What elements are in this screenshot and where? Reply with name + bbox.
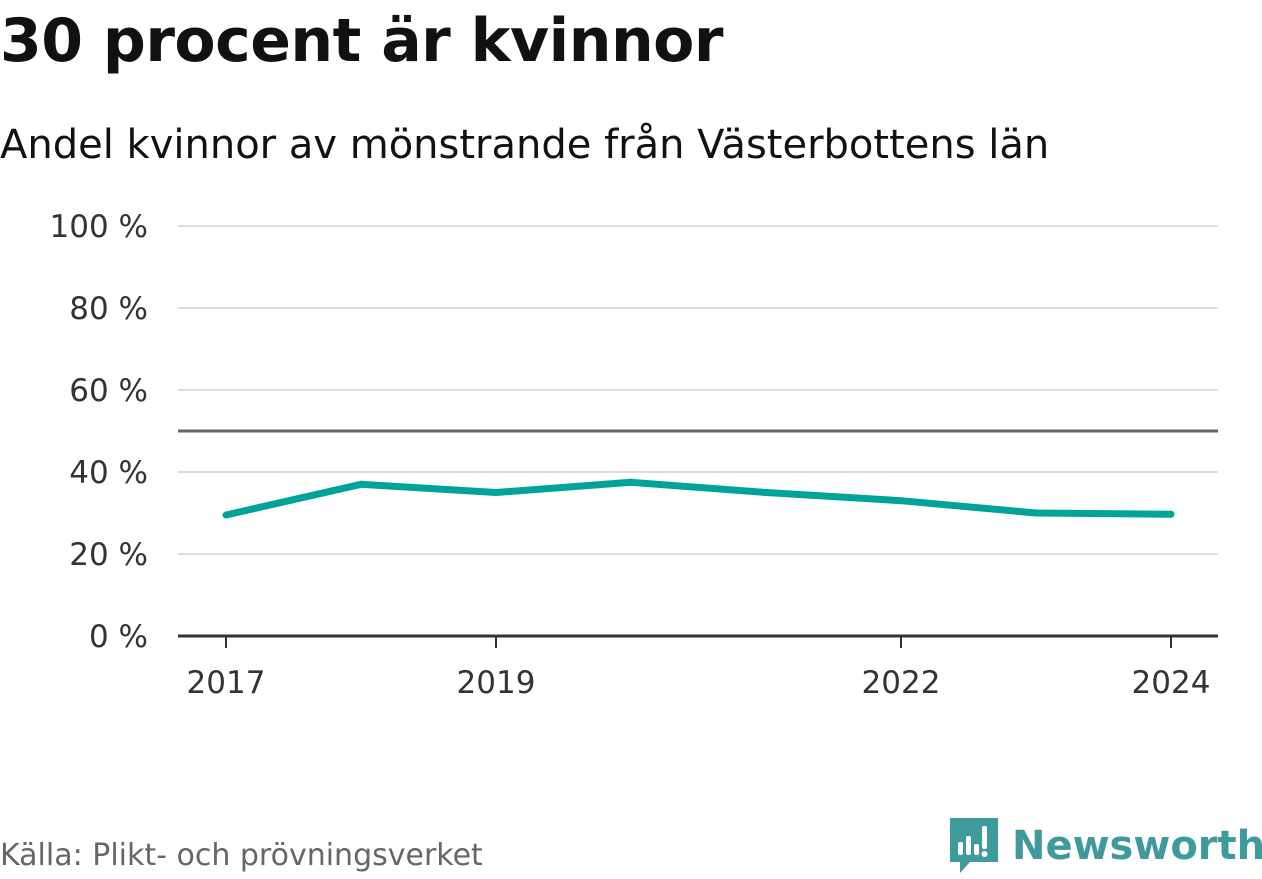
y-tick-label: 20 % bbox=[69, 537, 148, 573]
y-tick-label: 80 % bbox=[69, 291, 148, 327]
data-point bbox=[627, 478, 635, 486]
y-tick-label: 60 % bbox=[69, 373, 148, 409]
brand-name: Newsworthy bbox=[1012, 823, 1262, 869]
y-tick-label: 100 % bbox=[50, 209, 148, 245]
chart-title: 30 procent är kvinnor bbox=[0, 6, 723, 76]
grid-lines bbox=[178, 225, 1218, 555]
series-line bbox=[225, 478, 1172, 519]
x-ticks: 2017 2019 2022 2024 bbox=[187, 636, 1211, 701]
chart-subtitle: Andel kvinnor av mönstrande från Västerb… bbox=[0, 122, 1050, 168]
data-point bbox=[897, 497, 905, 505]
x-tick-label: 2022 bbox=[862, 665, 941, 701]
brand-logo: Newsworthy bbox=[950, 818, 1262, 874]
y-tick-label: 0 % bbox=[89, 619, 148, 655]
x-tick-label: 2024 bbox=[1132, 665, 1211, 701]
data-point bbox=[1167, 510, 1175, 518]
data-point bbox=[357, 480, 365, 488]
source-note: Källa: Plikt- och prövningsverket bbox=[0, 838, 483, 873]
line-chart: 0 % 20 % 40 % 60 % 80 % 100 % 2017 2019 2022 202… bbox=[50, 209, 1218, 701]
x-tick-label: 2019 bbox=[457, 665, 536, 701]
data-point bbox=[762, 489, 770, 496]
y-tick-labels: 0 % 20 % 40 % 60 % 80 % 100 % bbox=[50, 209, 148, 655]
y-tick-label: 40 % bbox=[69, 455, 148, 491]
data-point bbox=[492, 489, 500, 496]
series-layer bbox=[222, 478, 1175, 519]
x-tick-label: 2017 bbox=[187, 665, 266, 701]
newsworthy-logo-icon bbox=[950, 818, 998, 873]
data-point bbox=[222, 511, 230, 519]
data-point bbox=[1032, 509, 1040, 517]
